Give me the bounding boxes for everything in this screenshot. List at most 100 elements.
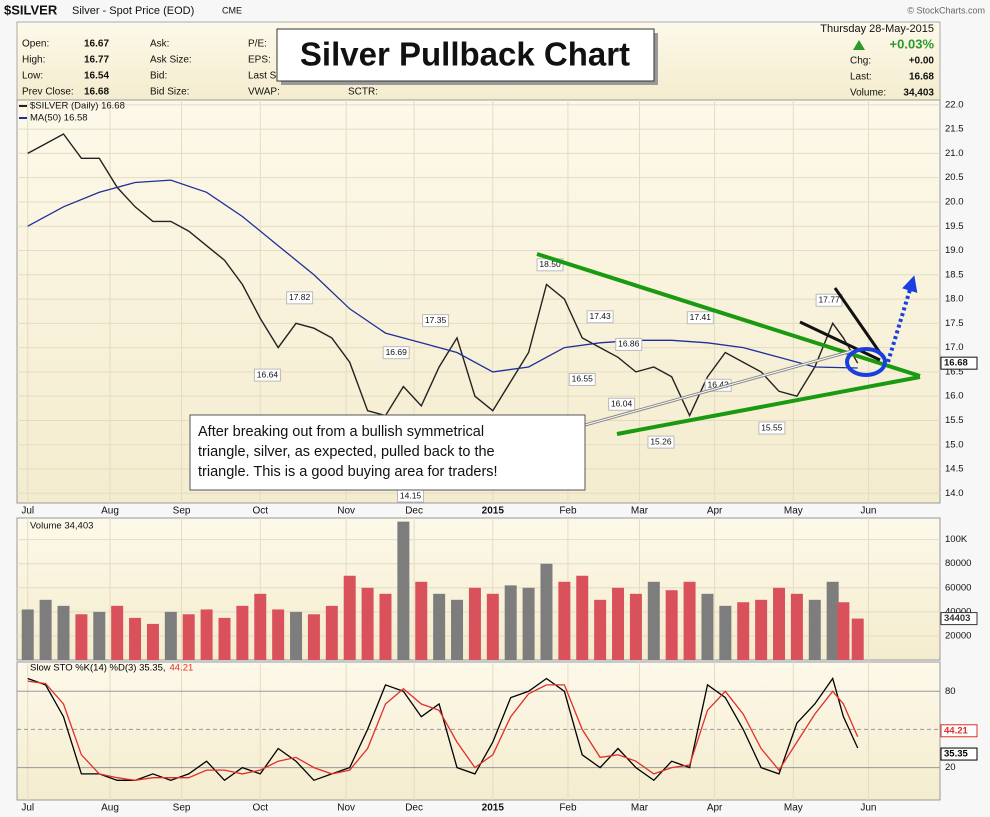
volume-bar xyxy=(129,617,142,660)
pullback-line xyxy=(799,320,881,362)
x-tick-label: Feb xyxy=(559,803,577,814)
header-field-label: Chg: xyxy=(850,56,871,67)
volume-bar xyxy=(164,611,177,660)
x-tick-label: Jun xyxy=(860,506,876,517)
x-tick-label: Mar xyxy=(631,803,649,814)
y-tick-label: 16.5 xyxy=(945,366,964,377)
volume-bar xyxy=(468,587,481,660)
copyright: © StockCharts.com xyxy=(907,5,985,15)
x-tick-label: Sep xyxy=(173,506,191,517)
volume-bar xyxy=(790,593,803,660)
y-tick-label: 16.0 xyxy=(945,391,964,402)
y-tick-label: 17.5 xyxy=(945,318,964,329)
legend-entry: MA(50) 16.58 xyxy=(30,113,88,124)
x-tick-label: Nov xyxy=(337,506,355,517)
y-tick-label: 20000 xyxy=(945,630,971,641)
header-field-value: 16.68 xyxy=(909,72,934,83)
volume-bar xyxy=(451,599,464,660)
y-tick-label: 80 xyxy=(945,686,956,697)
volume-bar xyxy=(701,593,714,660)
volume-bar xyxy=(522,587,535,660)
y-tick-label: 14.5 xyxy=(945,464,964,475)
header-field-value: 16.67 xyxy=(84,39,109,50)
note-line: After breaking out from a bullish symmet… xyxy=(198,424,484,440)
x-tick-label: Jun xyxy=(860,803,876,814)
header-field-label: Last Split: xyxy=(248,71,292,82)
volume-bar xyxy=(397,521,410,660)
projection-arrow xyxy=(886,275,918,363)
last-value-tag: 16.68 xyxy=(944,358,968,369)
price-label-box xyxy=(615,337,643,351)
y-tick-label: 21.5 xyxy=(945,124,964,135)
price-label-box xyxy=(568,372,596,386)
price-label: 17.82 xyxy=(289,292,311,302)
y-tick-label: 22.0 xyxy=(945,99,964,110)
volume-bar xyxy=(21,609,34,660)
y-tick-label: 19.5 xyxy=(945,221,964,232)
volume-bar xyxy=(486,593,499,660)
volume-bar xyxy=(826,581,839,660)
price-label: 17.77 xyxy=(818,294,840,304)
volume-bar xyxy=(612,587,625,660)
price-label: 16.04 xyxy=(611,398,633,408)
title-box xyxy=(276,28,655,82)
volume-bar xyxy=(540,563,553,660)
volume-bar xyxy=(629,593,642,660)
volume-bar xyxy=(737,602,750,660)
x-tick-label: Nov xyxy=(337,803,355,814)
volume-bar xyxy=(361,587,374,660)
series-line xyxy=(27,677,859,782)
volume-bar xyxy=(272,609,285,660)
volume-bar xyxy=(111,605,124,660)
x-tick-label: Sep xyxy=(173,803,191,814)
price-label-box xyxy=(758,421,786,435)
x-tick-label: Aug xyxy=(101,506,119,517)
header-field-value: 34,403 xyxy=(903,88,934,99)
volume-bar xyxy=(182,614,195,660)
volume-bar xyxy=(837,602,850,660)
series-line xyxy=(27,133,859,418)
y-tick-label: 15.0 xyxy=(945,439,964,450)
chart-title: Silver Pullback Chart xyxy=(300,36,630,73)
volume-bar xyxy=(433,593,446,660)
price-label-box xyxy=(686,311,714,325)
y-tick-label: 14.0 xyxy=(945,488,964,499)
price-label: 16.43 xyxy=(708,380,730,390)
plot: Jul Aug Sep Oct Nov Dec 2015 Feb Mar Apr May Jun 14.… xyxy=(17,99,978,814)
y-tick-label: 19.0 xyxy=(945,245,964,256)
header-fields: Open: 16.67 High: 16.77 Low: 16.54 Prev Close:… xyxy=(22,39,934,99)
price-label-box xyxy=(253,368,281,382)
x-tick-label: May xyxy=(784,803,803,814)
price-label: 15.26 xyxy=(650,436,672,446)
y-tick-label: 20.0 xyxy=(945,196,964,207)
last-value-tag-bg xyxy=(940,747,978,761)
y-tick-label: 18.5 xyxy=(945,269,964,280)
x-tick-label: Feb xyxy=(559,506,577,517)
volume-bar xyxy=(218,617,231,660)
security-name: Silver - Spot Price (EOD) xyxy=(72,5,194,17)
volume-bar xyxy=(594,599,607,660)
legend-entry: Volume 34,403 xyxy=(30,521,93,532)
price-label: 16.64 xyxy=(257,369,279,379)
volume-bar xyxy=(254,593,267,660)
x-tick-label: May xyxy=(784,506,803,517)
volume-bar xyxy=(379,593,392,660)
stochastic-panel xyxy=(16,661,941,801)
note-line: triangle, silver, as expected, pulled ba… xyxy=(198,444,495,460)
x-tick-label: Apr xyxy=(707,506,723,517)
volume-bar xyxy=(647,581,660,660)
volume-bar xyxy=(343,575,356,660)
symbol: $SILVER xyxy=(4,2,58,17)
price-label: 14.15 xyxy=(400,490,422,500)
price-label: 17.43 xyxy=(589,311,611,321)
volume-bar xyxy=(504,585,517,660)
header-field-value: 16.77 xyxy=(84,55,109,66)
volume-bar xyxy=(683,581,696,660)
x-tick-label: Jul xyxy=(21,506,34,517)
y-tick-label: 15.5 xyxy=(945,415,964,426)
y-tick-label: 40000 xyxy=(945,606,971,617)
price-label: 16.86 xyxy=(618,339,640,349)
y-tick-label: 17.0 xyxy=(945,342,964,353)
header-field-label: Last: xyxy=(850,72,872,83)
volume-bar xyxy=(773,587,786,660)
